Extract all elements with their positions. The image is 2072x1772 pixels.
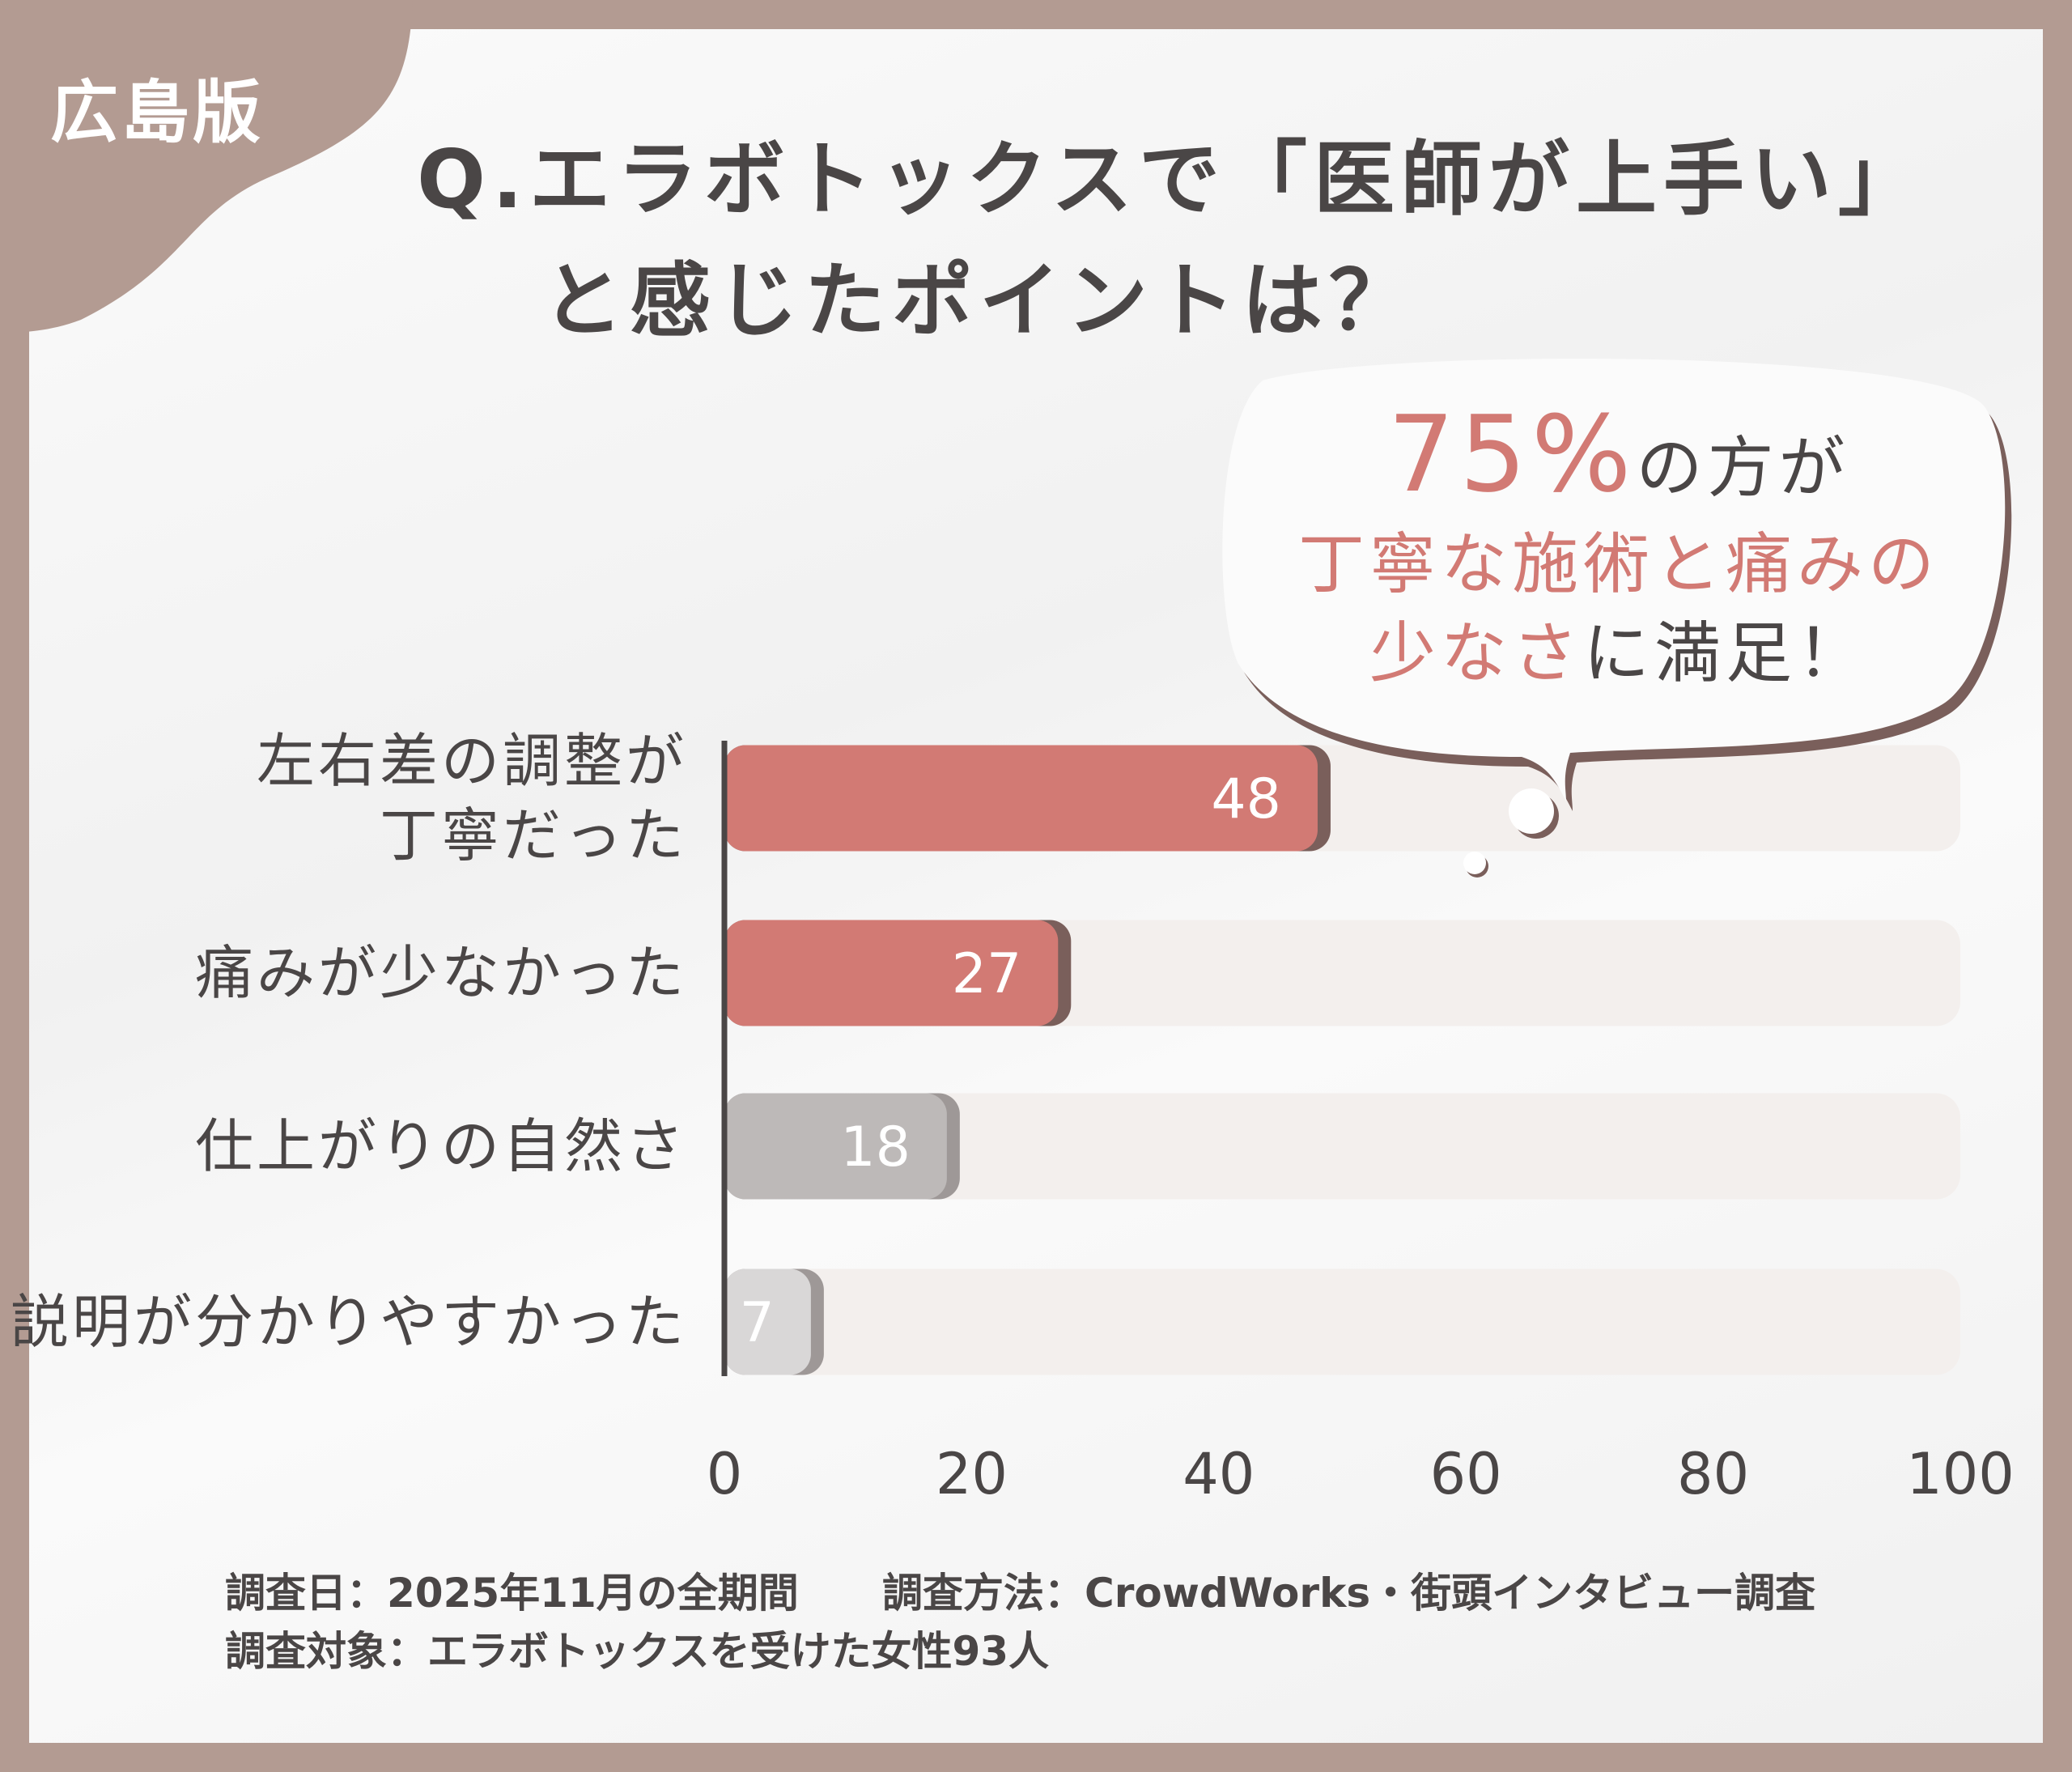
category-label-line: 丁寧だった — [379, 801, 687, 869]
footer-survey-date: 調査日：2025年11月の全期間 — [225, 1570, 799, 1617]
bar-value-label: 18 — [840, 1115, 911, 1179]
callout-line3-text: に満足！ — [1583, 615, 1869, 692]
callout-line1: 75%の方が — [1230, 393, 2007, 516]
x-tick-label: 80 — [1677, 1441, 1750, 1507]
bar-track — [724, 1093, 1960, 1200]
bar-value-label: 7 — [740, 1291, 775, 1355]
chart-title-line1: Q.エラボトックスで「医師が上手い」 — [417, 132, 1926, 227]
bar-track — [724, 1268, 1960, 1375]
category-label: 左右差の調整が 丁寧だった — [257, 724, 687, 873]
category-label: 説明が分かりやすかった — [11, 1285, 687, 1359]
category-label-line: 左右差の調整が — [256, 727, 687, 795]
x-tick-label: 20 — [935, 1441, 1008, 1507]
bar — [724, 1093, 947, 1200]
region-badge: 広島版 — [50, 73, 265, 152]
category-label: 痛みが少なかった — [195, 936, 687, 1010]
x-tick-label: 60 — [1429, 1441, 1502, 1507]
bar — [724, 1268, 811, 1375]
callout-line3-highlight: 少なさ — [1369, 615, 1583, 692]
footer-survey-method: 調査方法：CrowdWorks・街頭インタビュー調査 — [882, 1570, 1816, 1617]
callout-line1-text: の方が — [1636, 430, 1850, 507]
footer-survey-target: 調査対象：エラボトックスを受けた女性93人 — [225, 1628, 1050, 1675]
bar — [724, 920, 1059, 1026]
callout-line3: 少なさに満足！ — [1230, 599, 2007, 695]
category-label-line: 痛みが少なかった — [194, 939, 687, 1007]
bar — [724, 745, 1318, 852]
bar-value-label: 48 — [1211, 767, 1281, 831]
category-label: 仕上がりの自然さ — [195, 1109, 687, 1183]
category-label-line: 仕上がりの自然さ — [194, 1112, 687, 1180]
callout-percent: 75% — [1387, 393, 1637, 516]
x-tick-label: 40 — [1182, 1441, 1255, 1507]
x-tick-label: 0 — [706, 1441, 743, 1507]
chart-title-line2: と感じたポイントは？ — [542, 253, 1416, 348]
callout-line2: 丁寧な施術と痛みの — [1297, 526, 1939, 603]
category-label-line: 説明が分かりやすかった — [10, 1288, 687, 1356]
chart-panel — [29, 29, 2043, 1743]
x-tick-label: 100 — [1906, 1441, 2015, 1507]
corner-decoration — [0, 0, 413, 334]
bar-value-label: 27 — [952, 942, 1022, 1006]
thought-bubble — [1222, 358, 2012, 878]
